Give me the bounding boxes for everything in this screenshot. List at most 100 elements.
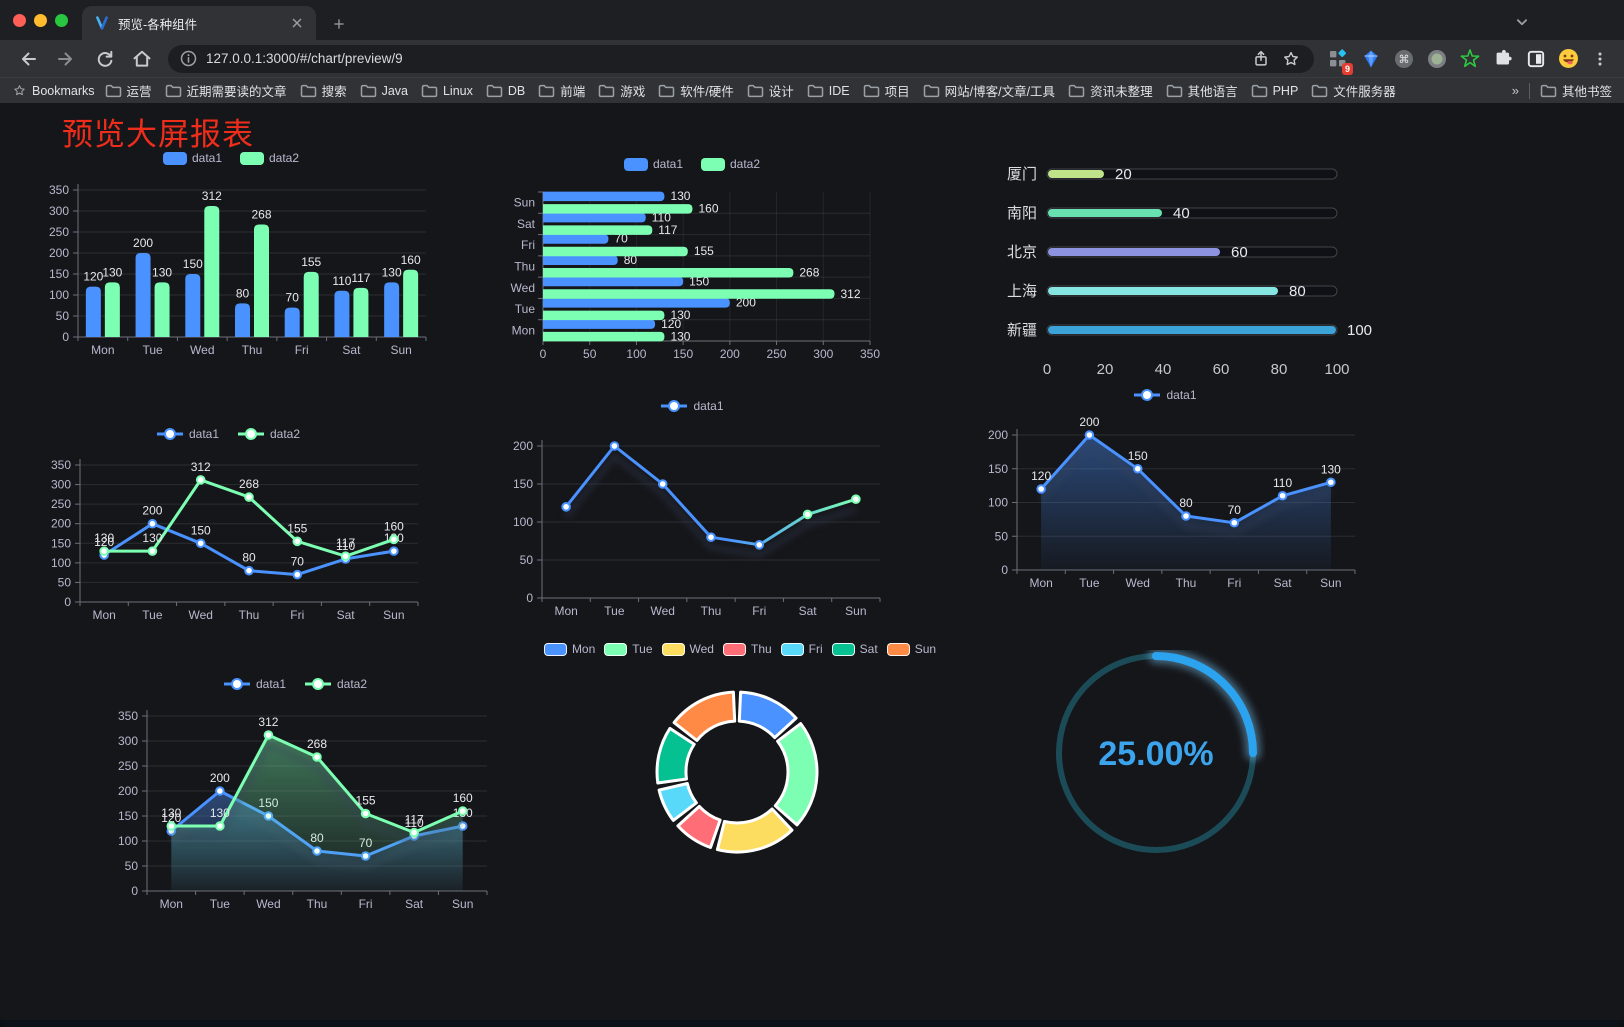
bar[interactable] <box>85 286 101 337</box>
bookmark-star-button[interactable] <box>1276 46 1306 72</box>
extension-emoji-icon[interactable] <box>1553 44 1584 74</box>
data-point[interactable] <box>147 518 158 529</box>
bar[interactable] <box>353 287 369 337</box>
data-point[interactable] <box>215 786 225 796</box>
legend-item[interactable]: data2 <box>304 677 367 691</box>
bar[interactable] <box>135 253 151 337</box>
bookmark-folder[interactable]: DB <box>486 84 525 98</box>
legend-item[interactable]: Sun <box>886 642 936 656</box>
bookmark-folder[interactable]: 运营 <box>105 81 152 100</box>
extension-gem-icon[interactable] <box>1355 44 1386 74</box>
legend-item[interactable]: data2 <box>701 157 760 171</box>
legend-item[interactable]: data1 <box>1133 388 1197 402</box>
line-chart-canvas[interactable]: 0 50 100 150 200 Mon Tue Wed Thu Fri Sat Sun <box>492 417 892 624</box>
legend-item[interactable]: data1 <box>660 399 724 413</box>
bar[interactable] <box>543 255 618 266</box>
bar[interactable] <box>284 307 300 337</box>
data-point[interactable] <box>1181 511 1191 521</box>
horizontal-bar-canvas[interactable]: 0 50 100 150 200 250 300 350 Sun Sat Fri Thu Wed Tue M… <box>492 175 892 365</box>
data-point[interactable] <box>195 475 206 485</box>
gauge-canvas[interactable]: 25.00% <box>1046 650 1266 870</box>
extensions-puzzle-icon[interactable] <box>1487 44 1518 74</box>
bar[interactable] <box>254 224 269 337</box>
data-point[interactable] <box>1229 517 1240 528</box>
close-window-button[interactable] <box>13 13 26 27</box>
data-point[interactable] <box>457 806 468 816</box>
bookmarks-root[interactable]: Bookmarks <box>12 83 95 98</box>
browser-menu-icon[interactable] <box>1586 44 1614 74</box>
url-bar[interactable]: 127.0.0.1:3000/#/chart/preview/9 <box>168 44 1314 73</box>
data-point[interactable] <box>340 551 351 562</box>
bar[interactable] <box>543 246 688 257</box>
bar[interactable] <box>543 212 646 223</box>
line-chart-canvas[interactable]: 0 50 100 150 200 250 300 350 Mon Tue Wed Thu Fri Sat S… <box>95 695 495 912</box>
data-point[interactable] <box>215 821 225 831</box>
progress-fill[interactable] <box>1048 248 1220 256</box>
bookmark-folder[interactable]: 其他语言 <box>1166 81 1238 100</box>
bar[interactable] <box>235 303 250 337</box>
bar[interactable] <box>543 319 656 329</box>
data-point[interactable] <box>851 494 861 504</box>
data-point[interactable] <box>166 821 177 831</box>
donut-slice[interactable] <box>715 807 794 854</box>
bar[interactable] <box>543 331 665 342</box>
line-chart-canvas[interactable]: 0 50 100 150 200 Mon Tue Wed Thu Fri Sat Sun 120 200 1… <box>965 406 1365 601</box>
donut-slice[interactable] <box>773 722 819 827</box>
bar[interactable] <box>185 274 201 337</box>
donut-slice[interactable] <box>655 726 696 785</box>
data-point[interactable] <box>312 752 322 762</box>
legend-item[interactable]: Wed <box>661 642 714 656</box>
bar[interactable] <box>334 290 350 337</box>
data-point[interactable] <box>1084 430 1095 440</box>
legend-item[interactable]: data2 <box>240 151 299 165</box>
progress-fill[interactable] <box>1048 287 1278 295</box>
gauge-arc[interactable] <box>1152 652 1257 757</box>
data-point[interactable] <box>147 546 158 556</box>
tab-close-icon[interactable] <box>288 14 306 32</box>
bar-chart-canvas[interactable]: 0 50 100 150 200 250 300 350 Mon Tue Wed Thu Fri Sat S… <box>26 169 436 361</box>
zoom-window-button[interactable] <box>55 13 68 27</box>
data-point[interactable] <box>409 827 419 838</box>
data-point[interactable] <box>360 808 371 819</box>
site-info-icon[interactable] <box>180 50 197 67</box>
reload-button[interactable] <box>86 44 122 74</box>
data-point[interactable] <box>1277 490 1288 501</box>
data-point[interactable] <box>754 540 765 550</box>
back-button[interactable] <box>10 44 46 74</box>
forward-button[interactable] <box>48 44 84 74</box>
data-point[interactable] <box>657 479 668 489</box>
legend-item[interactable]: Tue <box>604 642 653 656</box>
legend-item[interactable]: data1 <box>623 157 683 171</box>
data-point[interactable] <box>99 546 109 556</box>
data-point[interactable] <box>1326 477 1336 488</box>
bar[interactable] <box>543 204 693 214</box>
data-point[interactable] <box>1132 463 1143 474</box>
data-point[interactable] <box>292 536 303 547</box>
bookmark-folder[interactable]: 搜索 <box>300 81 347 100</box>
extension-square-icon[interactable] <box>1520 44 1551 74</box>
bookmark-folder[interactable]: Linux <box>421 84 473 98</box>
data-point[interactable] <box>389 534 399 545</box>
bar[interactable] <box>303 271 319 337</box>
legend-item[interactable]: data1 <box>156 427 219 441</box>
bar[interactable] <box>384 282 400 337</box>
bookmark-folder[interactable]: Java <box>360 84 408 98</box>
data-point[interactable] <box>244 492 254 502</box>
data-point[interactable] <box>561 502 571 512</box>
share-button[interactable] <box>1246 46 1276 72</box>
donut-slice[interactable] <box>676 804 722 849</box>
bar[interactable] <box>543 289 835 299</box>
data-point[interactable] <box>706 532 716 542</box>
bar[interactable] <box>543 276 684 287</box>
donut-slice[interactable] <box>672 690 737 742</box>
legend-item[interactable]: data1 <box>162 151 222 165</box>
bar[interactable] <box>104 282 120 337</box>
legend-item[interactable]: Fri <box>780 642 823 656</box>
bookmark-folder[interactable]: 资讯未整理 <box>1068 81 1153 100</box>
bar[interactable] <box>543 298 730 308</box>
bar[interactable] <box>543 225 653 235</box>
bar[interactable] <box>543 191 665 202</box>
bar[interactable] <box>543 310 665 321</box>
line-chart-canvas[interactable]: 0 50 100 150 200 250 300 350 Mon Tue Wed Thu Fri Sat S… <box>28 445 428 630</box>
data-point[interactable] <box>263 730 274 740</box>
